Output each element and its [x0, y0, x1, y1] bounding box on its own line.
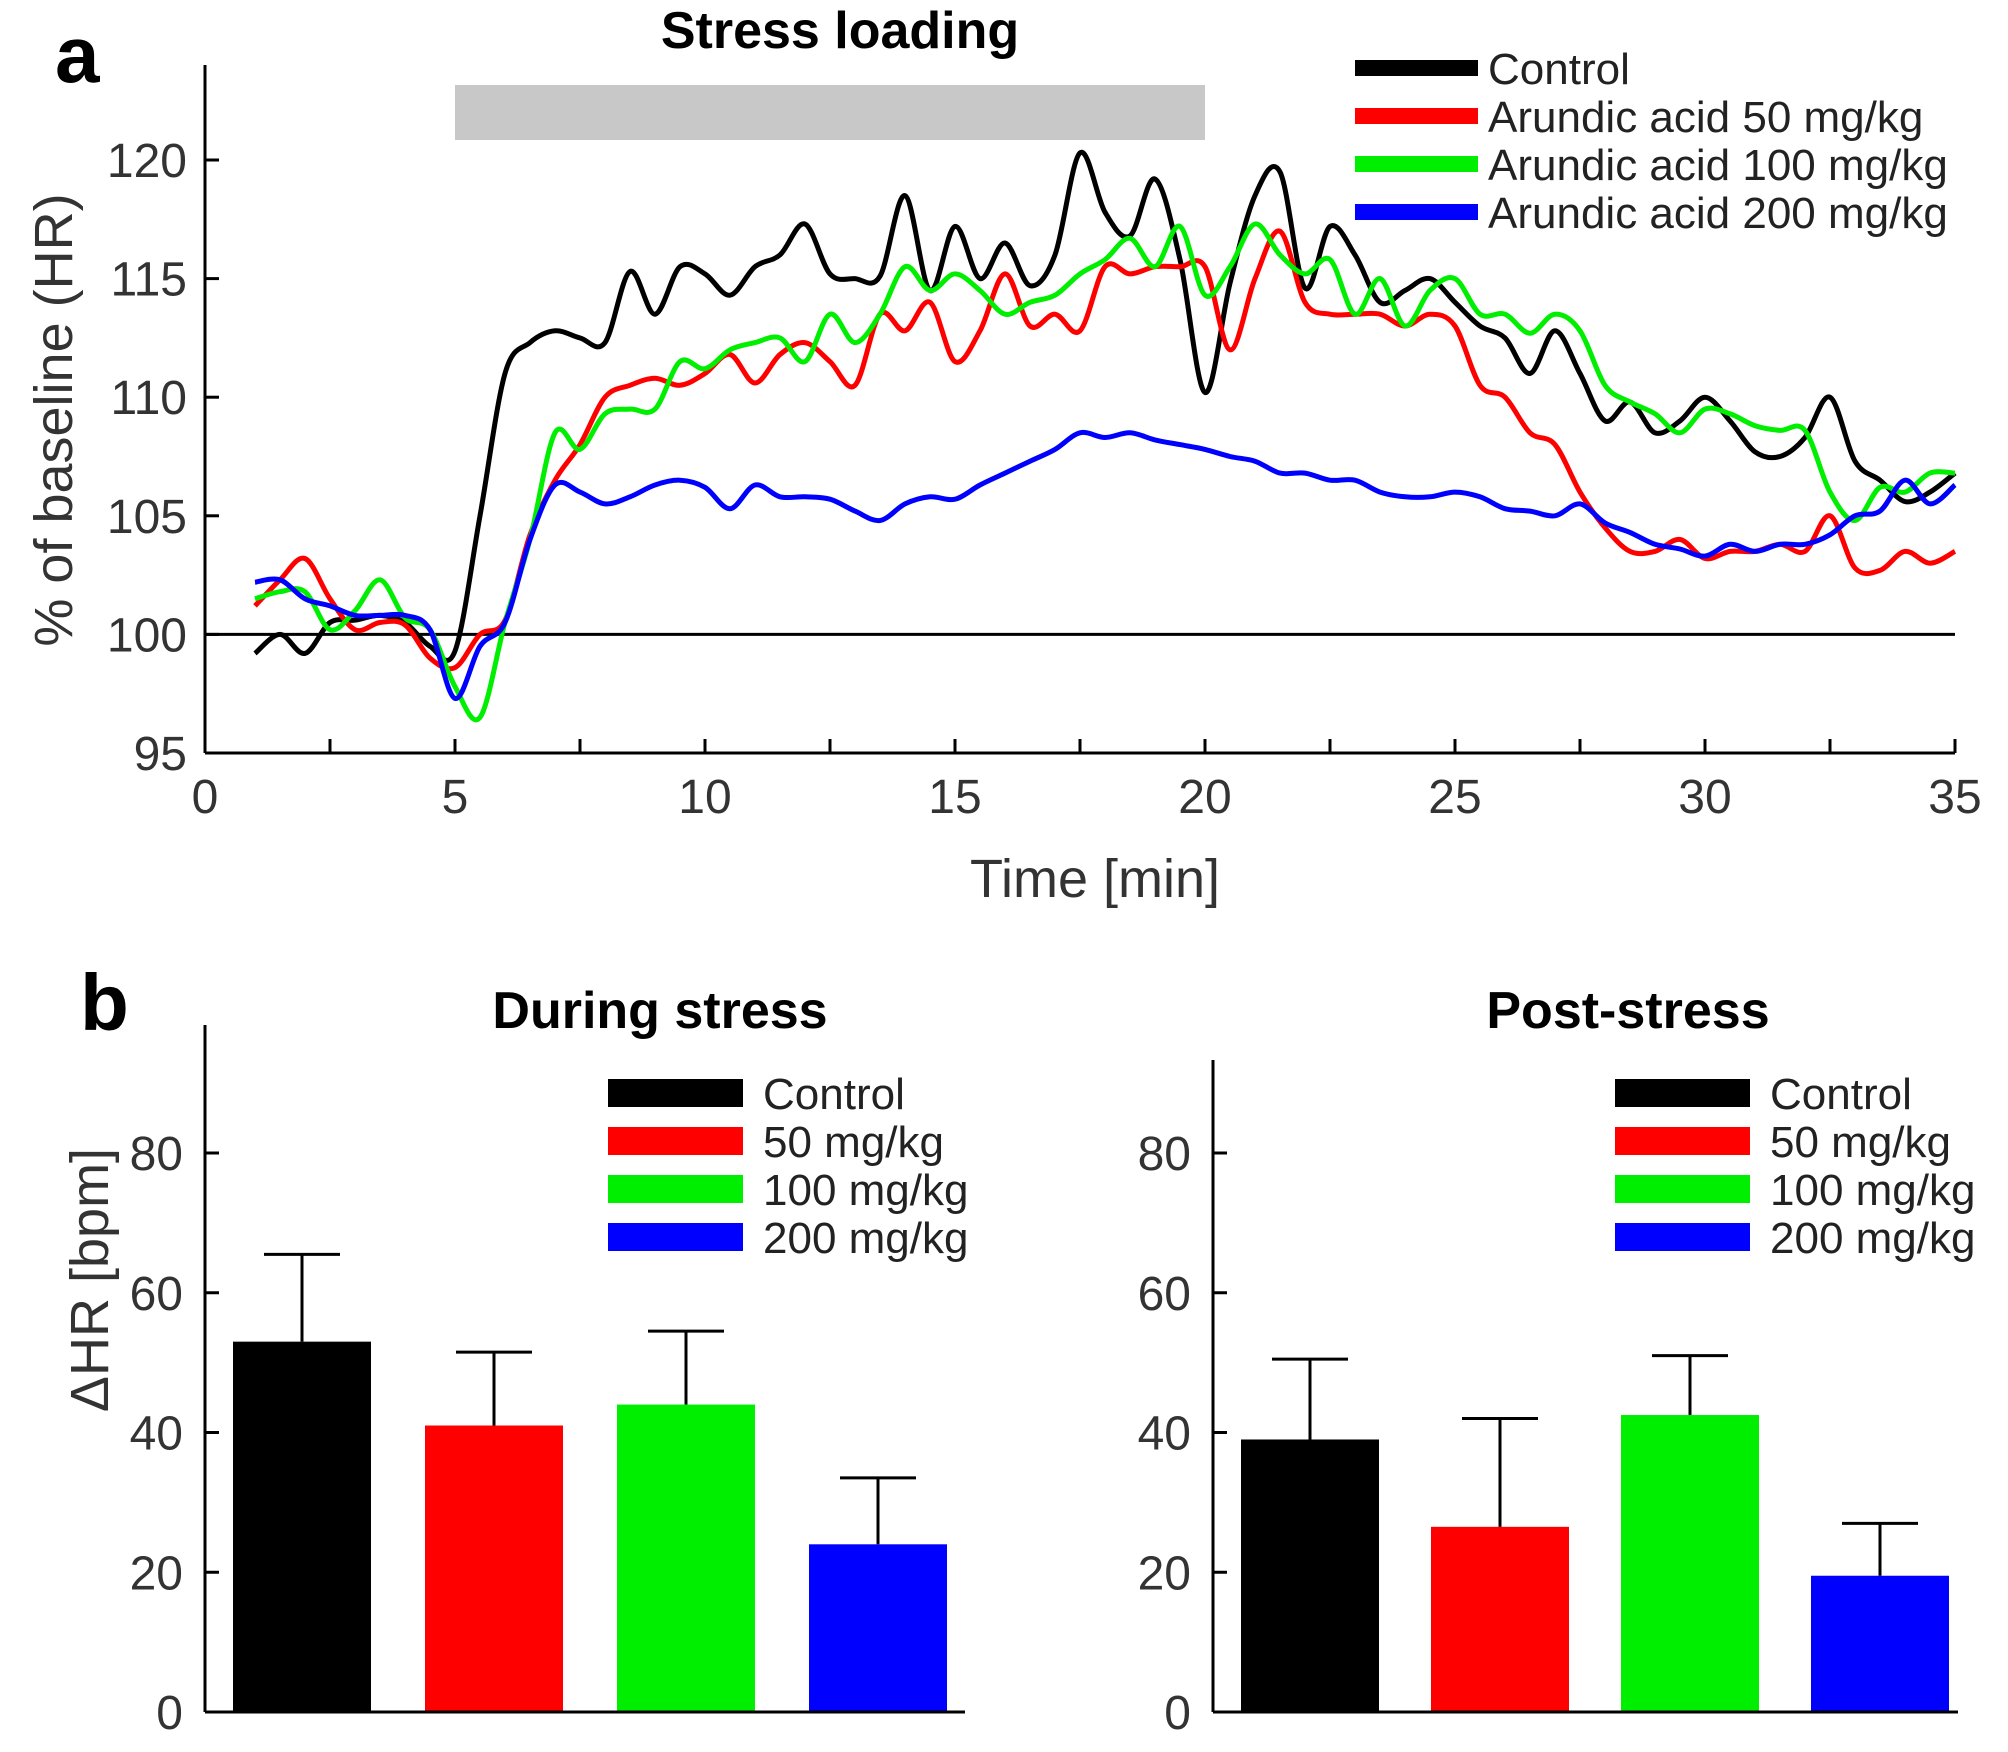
y-tick-label-120: 120 [107, 135, 187, 188]
stress-period-bar [455, 85, 1205, 140]
chart-title-during-stress: During stress [492, 982, 827, 1040]
x-axis-label: Time [min] [970, 849, 1220, 909]
bar-100-mg-kg [617, 1404, 755, 1712]
x-tick-label-35: 35 [1928, 771, 1981, 824]
y-tick-label-40: 40 [1138, 1408, 1191, 1461]
legend-label-100-mg-kg: 100 mg/kg [763, 1166, 968, 1215]
stress-loading-title: Stress loading [661, 2, 1019, 60]
y-tick-label-115: 115 [110, 254, 187, 307]
legend-label-arundic-acid-50-mg-kg: Arundic acid 50 mg/kg [1488, 93, 1923, 142]
legend-label-50-mg-kg: 50 mg/kg [1770, 1118, 1951, 1167]
y-tick-label-0: 0 [156, 1687, 183, 1740]
bar-50-mg-kg [425, 1425, 563, 1712]
y-tick-label-95: 95 [134, 728, 187, 781]
y-tick-label-60: 60 [1138, 1268, 1191, 1321]
legend-label-control: Control [1770, 1070, 1912, 1119]
legend-label-100-mg-kg: 100 mg/kg [1770, 1166, 1975, 1215]
series-line-control [253, 150, 1957, 663]
y-tick-label-80: 80 [1138, 1128, 1191, 1181]
bar-chart-during-stress: 0 20 40 60 80 During stress ΔHR [bpm] Control50… [60, 982, 968, 1740]
y-tick-label-60: 60 [130, 1268, 183, 1321]
y-tick-label-20: 20 [1138, 1547, 1191, 1600]
bar-50-mg-kg [1431, 1526, 1569, 1712]
panel-label-a: a [55, 10, 100, 99]
bar-100-mg-kg [1621, 1415, 1759, 1712]
bar-control [233, 1341, 371, 1712]
x-tick-label-25: 25 [1428, 771, 1481, 824]
legend-label-control: Control [763, 1070, 905, 1119]
y-tick-label-40: 40 [130, 1408, 183, 1461]
bar-200-mg-kg [1811, 1575, 1949, 1712]
x-tick-label-20: 20 [1178, 771, 1231, 824]
y-tick-label-105: 105 [107, 491, 187, 544]
x-tick-label-5: 5 [442, 771, 469, 824]
y-axis-label: ΔHR [bpm] [60, 1148, 120, 1412]
panel-label-b: b [80, 958, 129, 1047]
legend-label-control: Control [1488, 45, 1630, 94]
line-chart-heart-rate-over-time: Stress loading 95 100 105 110 115 120 0 5 10 15 20 2… [24, 2, 1982, 909]
x-tick-label-30: 30 [1678, 771, 1731, 824]
series-line-arundic-acid-100-mg-kg [254, 221, 1956, 723]
bar-200-mg-kg [809, 1544, 947, 1712]
legend-label-200-mg-kg: 200 mg/kg [1770, 1214, 1975, 1263]
series-line-arundic-acid-200-mg-kg [254, 429, 1957, 701]
y-tick-label-20: 20 [130, 1547, 183, 1600]
x-tick-label-0: 0 [192, 771, 219, 824]
y-tick-label-0: 0 [1164, 1687, 1191, 1740]
chart-title-post-stress: Post-stress [1486, 982, 1769, 1040]
y-tick-label-80: 80 [130, 1128, 183, 1181]
y-axis-label: % of baseline (HR) [24, 193, 84, 646]
legend-label-arundic-acid-100-mg-kg: Arundic acid 100 mg/kg [1488, 141, 1948, 190]
legend-label-arundic-acid-200-mg-kg: Arundic acid 200 mg/kg [1488, 189, 1948, 238]
x-tick-label-10: 10 [678, 771, 731, 824]
bar-control [1241, 1439, 1379, 1712]
x-tick-label-15: 15 [928, 771, 981, 824]
y-tick-label-100: 100 [107, 609, 187, 662]
legend-label-50-mg-kg: 50 mg/kg [763, 1118, 944, 1167]
y-tick-label-110: 110 [110, 372, 187, 425]
legend-label-200-mg-kg: 200 mg/kg [763, 1214, 968, 1263]
